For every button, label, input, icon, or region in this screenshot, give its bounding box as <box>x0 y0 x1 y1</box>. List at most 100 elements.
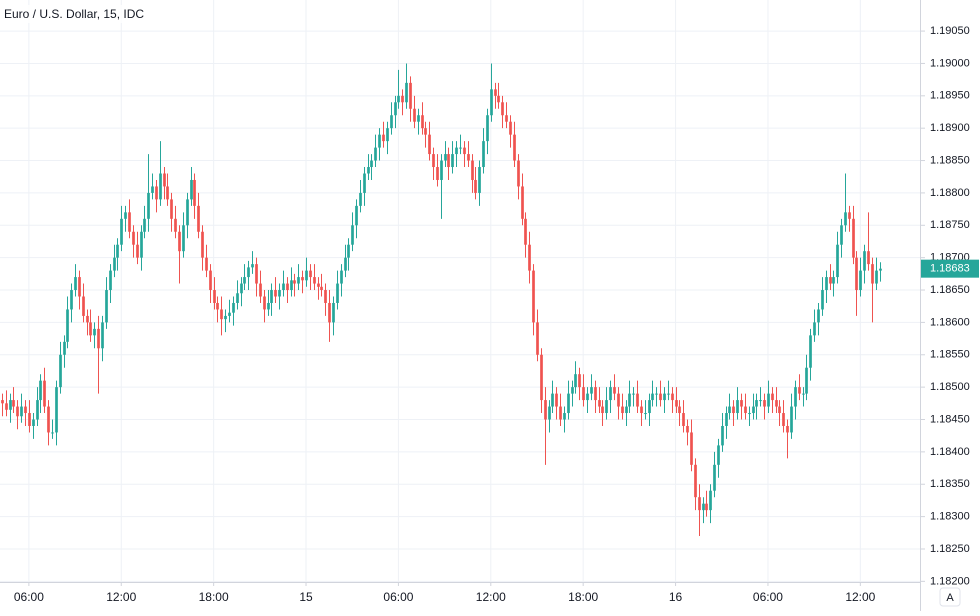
candle-body <box>236 293 239 303</box>
x-tick-label: 12:00 <box>845 590 875 604</box>
x-tick-label: 06:00 <box>383 590 413 604</box>
candle-body <box>247 267 250 278</box>
candle-body <box>613 387 616 394</box>
candle-body <box>521 186 524 219</box>
candle-body <box>809 335 812 368</box>
candle-body <box>690 432 693 465</box>
candle-body <box>166 186 169 200</box>
candle-body <box>190 179 193 200</box>
candle-body <box>9 400 12 410</box>
candle-body <box>836 244 839 278</box>
candle-body <box>263 296 266 310</box>
candle-body <box>170 199 173 219</box>
candle-body <box>282 283 285 291</box>
candle-body <box>363 173 366 193</box>
candle-body <box>778 406 781 414</box>
candle-body <box>86 315 89 323</box>
candle-body <box>859 270 862 291</box>
auto-scale-button[interactable] <box>939 587 961 607</box>
candle-body <box>640 406 643 414</box>
y-tick-label: 1.18950 <box>930 90 970 102</box>
y-tick-label: 1.18550 <box>930 349 970 361</box>
candle-body <box>513 134 516 161</box>
candle-body <box>63 341 66 355</box>
candle-body <box>609 387 612 401</box>
candle-body <box>713 464 716 491</box>
candle-body <box>648 400 651 414</box>
candle-body <box>182 225 185 252</box>
candle-body <box>651 393 654 401</box>
candle-body <box>174 218 177 232</box>
candle-body <box>74 277 77 291</box>
candle-body <box>320 286 323 291</box>
candle-body <box>590 387 593 394</box>
candle-body <box>667 393 670 395</box>
candle-body <box>197 205 200 232</box>
x-tick-label: 18:00 <box>568 590 598 604</box>
candle-body <box>116 244 119 258</box>
candle-body <box>324 290 327 303</box>
y-tick-label: 1.18900 <box>930 122 970 134</box>
candle-body <box>186 199 189 226</box>
candle-body <box>728 406 731 414</box>
x-tick-label: 15 <box>299 590 313 604</box>
candle-body <box>32 419 35 426</box>
grid <box>0 0 920 582</box>
candle-body <box>20 406 23 417</box>
y-tick-label: 1.18600 <box>930 316 970 328</box>
candle-body <box>755 400 758 407</box>
candle-body <box>559 406 562 420</box>
candle-body <box>24 406 27 414</box>
candle-body <box>528 244 531 271</box>
candle-body <box>628 393 631 407</box>
candle-body <box>163 173 166 187</box>
candle-body <box>428 134 431 155</box>
candle-body <box>802 393 805 395</box>
candles <box>1 63 882 537</box>
candle-body <box>59 354 62 388</box>
candle-body <box>840 225 843 245</box>
candle-body <box>251 264 254 268</box>
x-tick-label: 18:00 <box>199 590 229 604</box>
candle-body <box>794 387 797 407</box>
candle-body <box>421 115 424 129</box>
candle-body <box>702 503 705 511</box>
candle-body <box>347 244 350 258</box>
candle-body <box>12 400 15 407</box>
candle-body <box>390 115 393 129</box>
candle-body <box>386 128 389 142</box>
y-tick-label: 1.19000 <box>930 57 970 69</box>
x-tick-label: 12:00 <box>106 590 136 604</box>
candle-body <box>313 277 316 284</box>
candle-body <box>821 290 824 310</box>
candle-body <box>220 309 223 320</box>
candle-body <box>817 309 820 323</box>
candle-body <box>532 270 535 323</box>
candle-body <box>644 413 647 415</box>
candle-body <box>863 251 866 271</box>
candle-body <box>655 393 658 395</box>
candle-body <box>132 231 135 245</box>
candle-body <box>786 425 789 433</box>
x-tick-label: 12:00 <box>476 590 506 604</box>
candle-body <box>147 192 150 219</box>
candle-body <box>370 160 373 168</box>
candle-body <box>451 154 454 168</box>
axes: 1.18200 1.18250 1.18300 1.18350 1.18400 1.184… <box>14 25 979 604</box>
candle-body <box>478 167 481 193</box>
auto-scale-label[interactable]: A <box>946 592 954 604</box>
candle-body <box>278 290 281 297</box>
candle-body <box>336 283 339 303</box>
candle-body <box>871 264 874 284</box>
title-bg <box>0 5 160 23</box>
candle-body <box>486 115 489 142</box>
candle-body <box>524 218 527 245</box>
candle-body <box>5 403 8 410</box>
last-price-label: 1.18683 <box>930 263 970 275</box>
candle-body <box>136 244 139 258</box>
y-tick-label: 1.18200 <box>930 575 970 587</box>
candle-body <box>813 322 816 336</box>
candle-body <box>682 413 685 426</box>
candle-body <box>267 302 270 310</box>
